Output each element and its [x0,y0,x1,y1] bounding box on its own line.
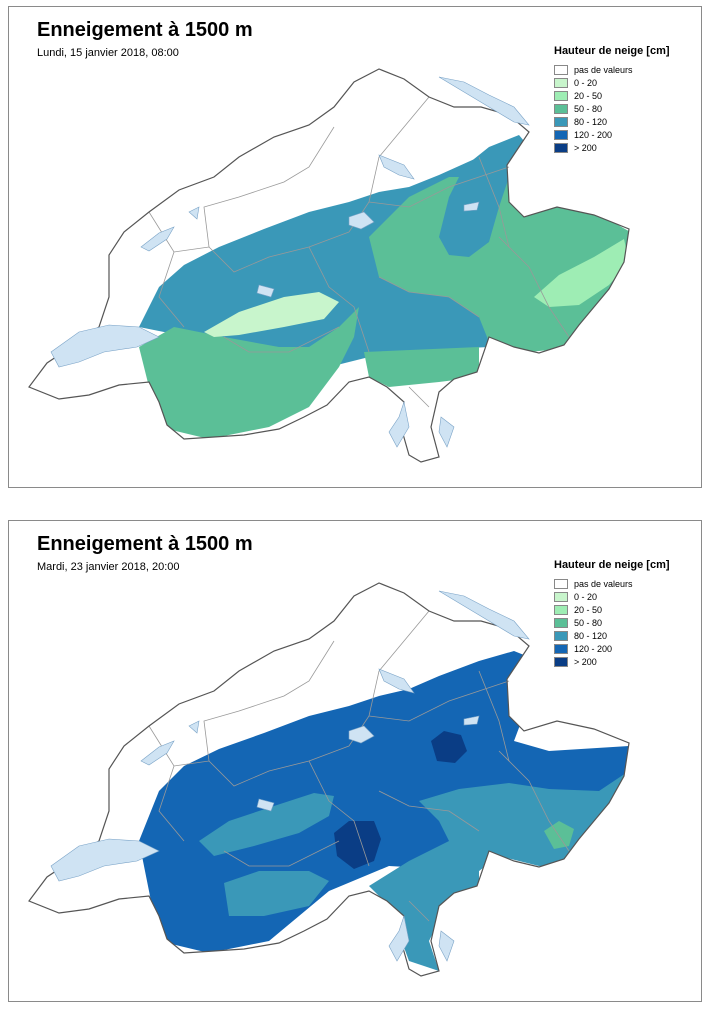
legend-swatch [554,77,568,88]
snow-map-panel-1: Enneigement à 1500 m Lundi, 15 janvier 2… [8,6,702,488]
legend-swatch [554,604,568,615]
lake-walen [463,201,480,212]
zone-50-80-southwest [139,307,359,439]
lake-lugano [438,930,455,962]
switzerland-snow-map-2 [28,582,630,977]
switzerland-snow-map-1 [28,68,630,463]
lake-biel [188,720,200,734]
legend-label: 50 - 80 [574,103,603,114]
zone-over-200-central [334,821,381,869]
lake-lucerne [348,211,375,230]
legend-swatch [554,630,568,641]
lake-neuchatel [140,740,175,766]
legend-swatch [554,103,568,114]
lake-thun [256,284,275,298]
snow-map-panel-2: Enneigement à 1500 m Mardi, 23 janvier 2… [8,520,702,1002]
lake-geneva [50,838,160,882]
legend-item: 50 - 80 [554,616,704,629]
legend-label: 50 - 80 [574,617,603,628]
legend-label: pas de valeurs [574,64,633,75]
legend-label: 20 - 50 [574,604,603,615]
lake-constance [438,590,530,640]
map-title: Enneigement à 1500 m [37,533,253,555]
lake-maggiore [388,400,410,448]
zone-0-20-west [204,292,339,337]
legend-label: > 200 [574,656,597,667]
legend-title: Hauteur de neige [cm] [554,45,670,57]
legend: Hauteur de neige [cm] pas de valeurs 0 -… [554,559,704,668]
zone-80-120-valais [224,871,329,916]
legend-label: 0 - 20 [574,77,598,88]
lake-neuchatel [140,226,175,252]
lake-lugano [438,416,455,448]
legend-label: 0 - 20 [574,591,598,602]
country-border-1 [28,68,630,463]
legend-item: > 200 [554,141,704,154]
legend-item: 0 - 20 [554,590,704,603]
zone-over-200-north [431,731,467,763]
lakes-1 [50,76,530,448]
lakes-2 [50,590,530,962]
legend-swatch [554,116,568,127]
country-border-2 [28,582,630,977]
lake-constance [438,76,530,126]
legend-swatch [554,129,568,140]
legend-swatch [554,591,568,602]
legend-title: Hauteur de neige [cm] [554,559,670,571]
legend-item: pas de valeurs [554,63,704,76]
zone-50-80-engadin [544,821,574,849]
legend-label: > 200 [574,142,597,153]
legend-item: 120 - 200 [554,128,704,141]
lake-geneva [50,324,160,368]
map-subtitle: Mardi, 23 janvier 2018, 20:00 [37,561,180,573]
lake-zurich [378,668,415,694]
legend-swatch [554,643,568,654]
snow-zones-2 [139,651,629,971]
legend: Hauteur de neige [cm] pas de valeurs 0 -… [554,45,704,154]
zone-50-80-ticino [364,347,479,387]
map-subtitle: Lundi, 15 janvier 2018, 08:00 [37,47,179,59]
legend-item: 20 - 50 [554,89,704,102]
lake-zurich [378,154,415,180]
lake-lucerne [348,725,375,744]
legend-item: 20 - 50 [554,603,704,616]
canton-lines-2 [148,610,570,922]
canton-lines-1 [148,96,570,408]
zone-20-50-east [534,239,629,307]
map-title: Enneigement à 1500 m [37,19,253,41]
legend-swatch [554,578,568,589]
lake-biel [188,206,200,220]
legend-label: 120 - 200 [574,643,613,654]
legend-item: 80 - 120 [554,629,704,642]
lake-maggiore [388,914,410,962]
legend-label: 80 - 120 [574,116,608,127]
legend-swatch [554,64,568,75]
zone-80-120-west [199,793,334,856]
legend-item: 120 - 200 [554,642,704,655]
legend-item: pas de valeurs [554,577,704,590]
lake-thun [256,798,275,812]
legend-label: 20 - 50 [574,90,603,101]
legend-item: 80 - 120 [554,115,704,128]
legend-label: 80 - 120 [574,630,608,641]
legend-item: 0 - 20 [554,76,704,89]
legend-swatch [554,90,568,101]
legend-label: 120 - 200 [574,129,613,140]
lake-walen [463,715,480,726]
zone-80-120-east [369,771,629,971]
legend-label: pas de valeurs [574,578,633,589]
legend-item: 50 - 80 [554,102,704,115]
legend-swatch [554,142,568,153]
legend-item: > 200 [554,655,704,668]
legend-swatch [554,617,568,628]
legend-swatch [554,656,568,667]
